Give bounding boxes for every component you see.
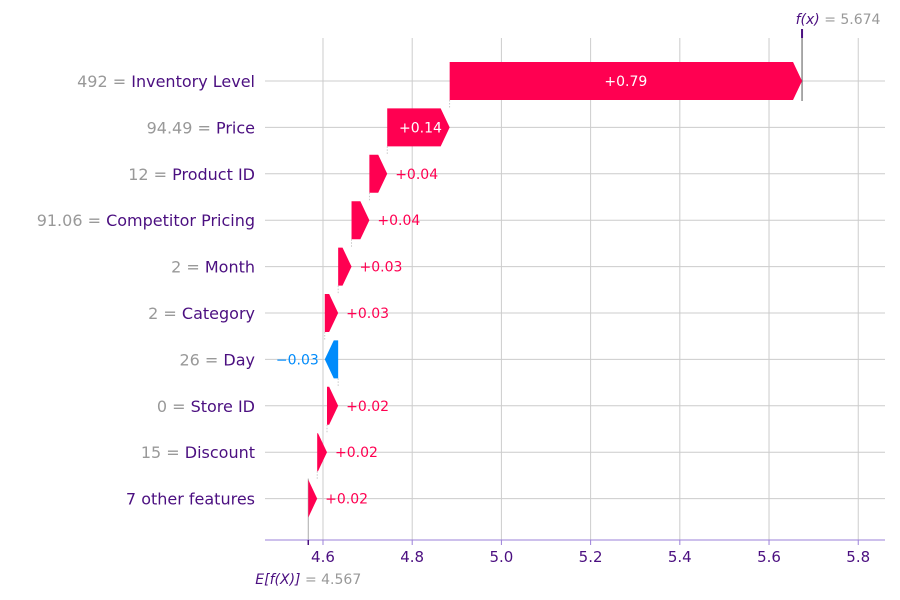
contribution-label: +0.02: [346, 399, 389, 415]
waterfall-bar: [324, 294, 339, 332]
feature-name: Day: [223, 350, 255, 369]
waterfall-bar: [387, 108, 450, 147]
grid-layer: [265, 29, 885, 540]
x-tick-label: 5.0: [489, 548, 513, 566]
contribution-label: +0.03: [360, 260, 403, 276]
contribution-label: +0.79: [604, 74, 647, 90]
bars-layer: [308, 62, 803, 518]
contribution-label: +0.04: [395, 167, 438, 183]
x-tick-label: 5.4: [668, 548, 692, 566]
feature-name: Discount: [185, 443, 255, 462]
x-tick-label: 4.8: [400, 548, 424, 566]
waterfall-bar: [324, 340, 339, 379]
contribution-label: +0.02: [325, 492, 368, 508]
contribution-label: +0.14: [399, 120, 442, 136]
feature-value: 2 =: [171, 258, 205, 277]
feature-value: 15 =: [141, 443, 185, 462]
feature-name: Store ID: [191, 397, 255, 416]
feature-label: 12 = Product ID: [128, 165, 255, 184]
feature-name: Inventory Level: [131, 72, 255, 91]
base-value-label: E[f(X)] = 4.567: [255, 572, 361, 588]
waterfall-bar: [351, 201, 370, 240]
feature-value: 94.49 =: [147, 118, 216, 137]
waterfall-bar: [369, 154, 388, 193]
waterfall-bar: [449, 62, 803, 100]
x-tick-label: 5.8: [846, 548, 870, 566]
feature-value: 2 =: [148, 304, 182, 323]
contribution-label: +0.03: [346, 306, 389, 322]
x-tick-label: 5.6: [757, 548, 781, 566]
feature-value: 12 =: [128, 165, 172, 184]
feature-name: 7 other features: [126, 490, 255, 509]
feature-label: 91.06 = Competitor Pricing: [37, 211, 255, 230]
feature-name: Category: [182, 304, 255, 323]
feature-label: 94.49 = Price: [147, 118, 255, 137]
output-value-label: f(x) = 5.674: [796, 12, 881, 28]
feature-label: 492 = Inventory Level: [77, 72, 255, 91]
contribution-label: −0.03: [276, 352, 319, 368]
feature-value: 26 =: [179, 350, 223, 369]
x-tick-label: 4.6: [311, 548, 335, 566]
waterfall-bar: [327, 386, 339, 425]
feature-value: 91.06 =: [37, 211, 106, 230]
feature-value: 0 =: [157, 397, 191, 416]
labels-layer: +0.79 492 = Inventory Level +0.14 94.49 = P…: [37, 72, 648, 509]
contribution-label: +0.04: [377, 213, 420, 229]
waterfall-bar: [317, 433, 327, 472]
feature-name: Price: [216, 118, 255, 137]
waterfall-bar: [308, 479, 318, 518]
contribution-label: +0.02: [335, 445, 378, 461]
feature-name: Month: [205, 258, 255, 277]
feature-label: 2 = Category: [148, 304, 255, 323]
feature-label: 26 = Day: [179, 350, 255, 369]
x-axis: 4.6 4.8 5.0 5.2 5.4 5.6 5.8 E[f(X)] = 4.567 f(x)…: [255, 12, 885, 588]
feature-name: Competitor Pricing: [106, 211, 255, 230]
waterfall-bar: [338, 247, 352, 286]
x-tick-label: 5.2: [579, 548, 603, 566]
feature-label: 7 other features: [126, 490, 255, 509]
feature-label: 0 = Store ID: [157, 397, 255, 416]
feature-label: 15 = Discount: [141, 443, 255, 462]
feature-name: Product ID: [172, 165, 255, 184]
feature-label: 2 = Month: [171, 258, 255, 277]
feature-value: 492 =: [77, 72, 131, 91]
